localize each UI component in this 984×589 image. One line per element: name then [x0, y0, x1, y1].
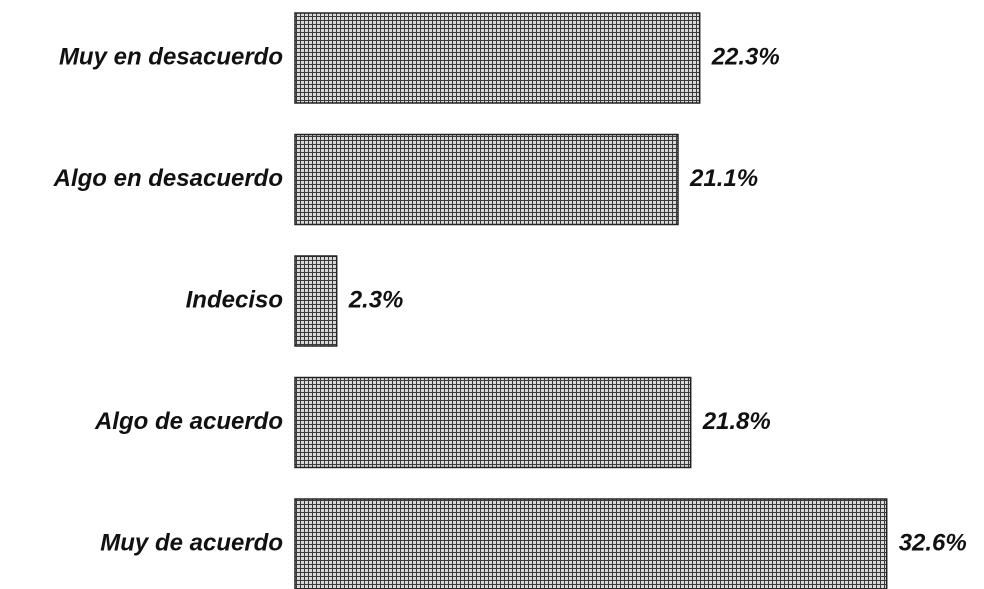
- value-label: 21.1%: [689, 165, 758, 192]
- labels-group: Muy en desacuerdo 22.3% Algo en desacuerdo…: [53, 43, 967, 556]
- category-label: Algo de acuerdo: [94, 408, 283, 435]
- value-label: 22.3%: [711, 43, 780, 70]
- category-label: Muy en desacuerdo: [59, 43, 283, 70]
- bar: [294, 12, 701, 104]
- bars-group: [294, 12, 888, 589]
- value-label: 21.8%: [702, 408, 771, 435]
- bar: [294, 133, 679, 226]
- bar: [294, 498, 888, 589]
- value-label: 2.3%: [348, 286, 404, 313]
- bar: [294, 376, 692, 469]
- category-label: Algo en desacuerdo: [53, 165, 283, 192]
- category-label: Muy de acuerdo: [100, 529, 283, 556]
- bar: [294, 255, 338, 347]
- category-label: Indeciso: [186, 286, 283, 313]
- value-label: 32.6%: [899, 529, 967, 556]
